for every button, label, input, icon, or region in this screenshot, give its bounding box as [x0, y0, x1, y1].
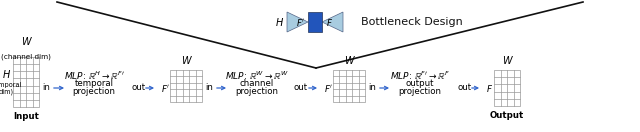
Text: projection: projection — [236, 86, 278, 95]
Text: out: out — [131, 84, 145, 93]
Text: projection: projection — [399, 86, 442, 95]
Bar — [170, 70, 202, 102]
Text: dim): dim) — [0, 89, 13, 95]
Text: $H$: $H$ — [275, 16, 285, 28]
Text: channel: channel — [240, 79, 274, 88]
Text: out: out — [457, 84, 471, 93]
Text: W: W — [344, 56, 354, 66]
Text: W: W — [502, 56, 512, 66]
Text: W: W — [181, 56, 191, 66]
Text: (temporal: (temporal — [0, 81, 22, 88]
Text: (channel dim): (channel dim) — [1, 53, 51, 60]
Bar — [333, 70, 365, 102]
Text: in: in — [42, 84, 50, 93]
Text: $\mathit{MLP}$: $\mathbb{R}^H \rightarrow \mathbb{R}^{F\prime}$: $\mathit{MLP}$: $\mathbb{R}^H \rightarro… — [63, 70, 124, 82]
Text: Input: Input — [13, 112, 39, 121]
Text: in: in — [205, 84, 213, 93]
Text: $\mathit{MLP}$: $\mathbb{R}^W \rightarrow \mathbb{R}^W$: $\mathit{MLP}$: $\mathbb{R}^W \rightarro… — [225, 70, 289, 82]
Bar — [494, 70, 520, 106]
Text: $F'$: $F'$ — [161, 82, 170, 93]
Text: temporal: temporal — [74, 79, 113, 88]
Text: W: W — [21, 37, 31, 47]
Text: $F'$: $F'$ — [324, 82, 333, 93]
Text: Output: Output — [490, 111, 524, 120]
Polygon shape — [287, 12, 308, 32]
Polygon shape — [322, 12, 343, 32]
Bar — [13, 57, 39, 107]
Text: Bottleneck Design: Bottleneck Design — [361, 17, 463, 27]
Text: out: out — [294, 84, 308, 93]
Text: H: H — [3, 70, 10, 79]
Bar — [308, 12, 322, 32]
Text: $F$: $F$ — [326, 16, 333, 27]
Text: $F$: $F$ — [486, 82, 493, 93]
Text: in: in — [368, 84, 376, 93]
Text: $\mathit{MLP}$: $\mathbb{R}^{F\prime} \rightarrow \mathbb{R}^F$: $\mathit{MLP}$: $\mathbb{R}^{F\prime} \r… — [390, 70, 450, 82]
Text: projection: projection — [72, 86, 115, 95]
Text: output: output — [406, 79, 435, 88]
Text: $F'$: $F'$ — [296, 16, 305, 27]
